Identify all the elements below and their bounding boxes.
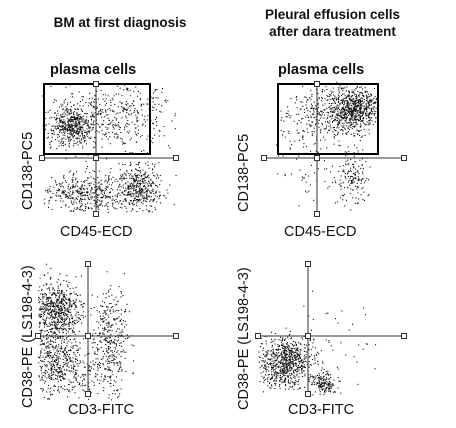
quadrant-handle [401, 333, 407, 339]
quadrant-handle [314, 155, 320, 161]
event-dots [42, 84, 177, 213]
scatter-panel-bm-cd3-cd38: CD38-PE (LS198-4-3) CD3-FITC [0, 250, 228, 428]
event-dots [38, 263, 135, 401]
x-axis-label: CD3-FITC [68, 402, 135, 418]
quadrant-handle [85, 391, 91, 397]
quadrant-handle [173, 333, 179, 339]
x-axis-label: CD45-ECD [60, 224, 133, 240]
quadrant-handle [35, 333, 41, 339]
quadrant-handle [261, 155, 267, 161]
y-axis-label: CD38-PE (LS198-4-3) [236, 267, 252, 410]
event-dots [276, 81, 377, 211]
quadrant-handle [39, 155, 45, 161]
quadrant-handle [93, 81, 99, 87]
quadrant-handle [85, 333, 91, 339]
scatter-plot-pleural-cd45-cd138 [261, 81, 407, 217]
y-axis-label: CD138-PC5 [20, 131, 36, 210]
y-axis-label: CD138-PC5 [236, 133, 252, 212]
quadrant-handle [305, 261, 311, 267]
quadrant-handle [173, 155, 179, 161]
event-dots [258, 290, 377, 396]
quadrant-handle [85, 261, 91, 267]
x-axis-label: CD3-FITC [288, 402, 355, 418]
quadrant-handle [314, 211, 320, 217]
column-title-pleural-line2: after dara treatment [269, 24, 396, 39]
quadrant-handle [305, 391, 311, 397]
y-axis-label: CD38-PE (LS198-4-3) [20, 265, 36, 408]
scatter-plot-bm-cd3-cd38 [35, 261, 179, 401]
gate-label-plasma-cells: plasma cells [50, 62, 137, 78]
quadrant-handle [255, 333, 261, 339]
column-title-pleural-line1: Pleural effusion cells [264, 7, 401, 22]
quadrant-handle [314, 81, 320, 87]
plasma-cell-gate [277, 83, 379, 155]
x-axis-label: CD45-ECD [284, 224, 357, 240]
quadrant-handle [93, 211, 99, 217]
quadrant-handle [401, 155, 407, 161]
column-title-pleural: Pleural effusion cells after dara treatm… [240, 6, 425, 40]
scatter-panel-bm-cd45-cd138: plasma cells CD138-PC5 CD45-ECD [0, 0, 228, 250]
scatter-plot-pleural-cd3-cd38 [255, 261, 407, 397]
column-title-bm: BM at first diagnosis [53, 15, 187, 30]
scatter-panel-pleural-cd45-cd138: plasma cells CD138-PC5 CD45-ECD [228, 0, 456, 250]
scatter-panel-pleural-cd3-cd38: CD38-PE (LS198-4-3) CD3-FITC [228, 250, 456, 428]
gate-label-plasma-cells: plasma cells [278, 62, 365, 78]
scatter-plot-bm-cd45-cd138 [39, 81, 179, 217]
quadrant-handle [93, 155, 99, 161]
quadrant-handle [305, 333, 311, 339]
